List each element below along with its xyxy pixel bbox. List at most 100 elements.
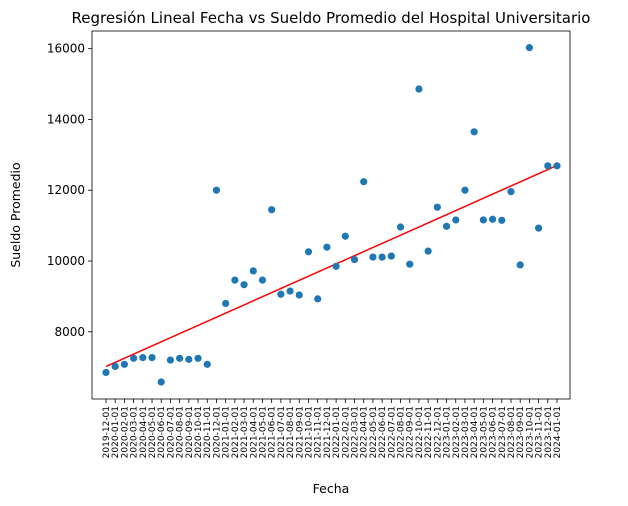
- plot-frame: [91, 30, 571, 400]
- y-tick-label: 12000: [47, 183, 85, 197]
- data-point: [534, 224, 543, 232]
- data-point: [525, 44, 533, 52]
- data-point: [314, 295, 322, 303]
- data-point: [258, 276, 267, 284]
- data-point: [240, 281, 248, 289]
- x-tick-label: 2023-05-01: [479, 406, 489, 458]
- x-tick-label: 2021-09-01: [295, 406, 305, 458]
- data-point: [396, 223, 405, 231]
- data-point: [452, 216, 460, 224]
- x-tick-label: 2023-08-01: [507, 406, 517, 458]
- x-tick-label: 2020-09-01: [185, 406, 195, 458]
- x-tick-label: 2023-06-01: [489, 406, 499, 458]
- y-tick-label: 14000: [47, 112, 85, 126]
- x-axis: 2019-12-01 2020-01-01 2020-02-01 2020-03-01…: [102, 399, 563, 458]
- x-tick-label: 2023-02-01: [452, 406, 462, 458]
- data-point: [286, 287, 294, 295]
- x-tick-label: 2023-09-01: [516, 406, 526, 458]
- x-tick-label: 2022-02-01: [341, 406, 351, 458]
- data-point: [194, 354, 202, 362]
- data-point: [498, 216, 506, 224]
- data-point: [516, 261, 524, 269]
- x-tick-label: 2020-06-01: [157, 406, 167, 458]
- y-tick-label: 10000: [47, 254, 85, 268]
- x-tick-label: 2020-10-01: [194, 406, 204, 458]
- x-tick-label: 2021-11-01: [314, 406, 324, 458]
- x-tick-label: 2022-07-01: [387, 406, 397, 458]
- x-tick-label: 2021-06-01: [268, 406, 278, 458]
- data-point: [442, 222, 451, 230]
- data-point: [295, 291, 303, 299]
- data-point: [350, 255, 359, 264]
- data-point: [378, 253, 386, 261]
- data-point: [360, 178, 368, 186]
- data-point: [212, 186, 221, 194]
- data-point: [461, 186, 469, 194]
- x-tick-label: 2021-08-01: [286, 406, 296, 458]
- data-point: [249, 267, 257, 275]
- x-tick-label: 2021-01-01: [222, 406, 232, 458]
- x-tick-label: 2022-03-01: [351, 406, 361, 458]
- data-point: [130, 354, 138, 362]
- x-tick-label: 2023-03-01: [461, 406, 471, 458]
- scatter-points: [102, 44, 561, 386]
- data-point: [268, 206, 276, 214]
- x-tick-label: 2023-10-01: [525, 406, 535, 458]
- data-point: [176, 354, 184, 362]
- data-point: [433, 203, 441, 211]
- data-point: [406, 260, 414, 268]
- x-tick-label: 2020-11-01: [203, 406, 213, 458]
- x-tick-label: 2022-04-01: [360, 406, 370, 458]
- data-point: [203, 360, 211, 368]
- x-tick-label: 2024-01-01: [553, 406, 563, 458]
- data-point: [332, 262, 340, 270]
- x-tick-label: 2023-12-01: [544, 406, 554, 458]
- data-point: [507, 188, 515, 196]
- data-point: [553, 162, 561, 170]
- x-tick-label: 2020-05-01: [148, 406, 158, 458]
- x-tick-label: 2023-07-01: [498, 406, 508, 458]
- data-point: [231, 276, 239, 284]
- y-tick-label: 8000: [54, 325, 85, 339]
- x-tick-label: 2021-07-01: [277, 406, 287, 458]
- x-tick-label: 2022-09-01: [406, 406, 416, 458]
- data-point: [139, 354, 147, 362]
- x-tick-label: 2021-03-01: [240, 406, 250, 458]
- data-point: [479, 216, 487, 224]
- y-axis-label: Sueldo Promedio: [8, 162, 23, 267]
- x-tick-label: 2020-04-01: [139, 406, 149, 458]
- regression-line: [105, 164, 558, 368]
- x-tick-label: 2021-12-01: [323, 406, 333, 458]
- data-point: [488, 215, 497, 223]
- data-point: [277, 290, 285, 298]
- data-point: [148, 354, 156, 362]
- data-point: [341, 232, 349, 240]
- x-tick-label: 2019-12-01: [102, 406, 112, 458]
- x-tick-label: 2023-11-01: [535, 406, 545, 458]
- chart-title: Regresión Lineal Fecha vs Sueldo Promedi…: [72, 9, 591, 27]
- x-axis-label: Fecha: [313, 481, 350, 496]
- data-point: [111, 362, 119, 371]
- x-tick-label: 2022-01-01: [332, 406, 342, 458]
- data-point: [424, 247, 432, 255]
- y-tick-label: 16000: [47, 42, 85, 56]
- x-tick-label: 2023-04-01: [470, 406, 480, 458]
- x-tick-label: 2020-02-01: [120, 406, 130, 458]
- x-tick-label: 2022-08-01: [397, 406, 407, 458]
- data-point: [415, 85, 423, 93]
- x-tick-label: 2020-03-01: [130, 406, 140, 458]
- x-tick-label: 2022-11-01: [424, 406, 434, 458]
- data-point: [120, 360, 129, 368]
- x-tick-label: 2020-08-01: [176, 406, 186, 458]
- x-tick-label: 2022-06-01: [378, 406, 388, 458]
- data-point: [304, 248, 313, 256]
- data-point: [185, 355, 193, 363]
- x-tick-label: 2023-01-01: [443, 406, 453, 458]
- x-tick-label: 2021-04-01: [249, 406, 259, 458]
- data-point: [544, 162, 552, 170]
- x-tick-label: 2020-07-01: [166, 406, 176, 458]
- x-tick-label: 2021-10-01: [304, 406, 314, 458]
- data-point: [157, 378, 165, 386]
- data-point: [166, 356, 175, 364]
